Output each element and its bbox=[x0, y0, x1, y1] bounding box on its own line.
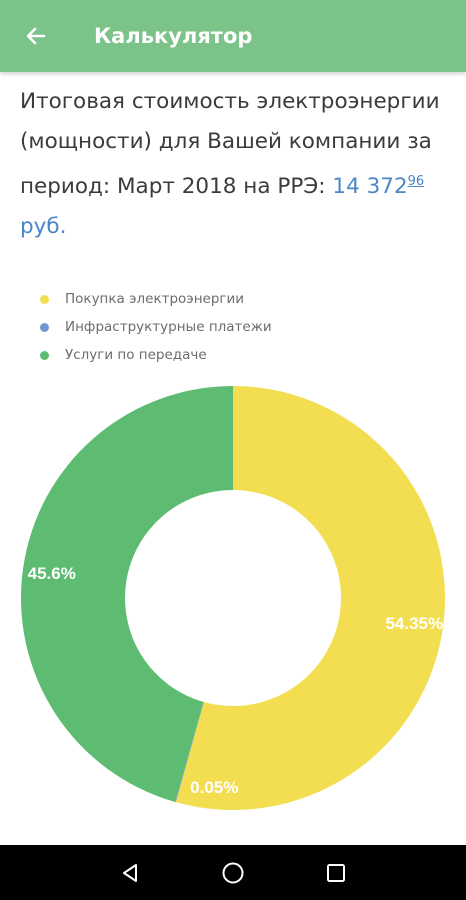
legend-label-infrastructure: Инфраструктурные платежи bbox=[65, 319, 272, 335]
legend-item-purchase: Покупка электроэнергии bbox=[40, 285, 272, 313]
total-price: 14 37296 руб. bbox=[20, 174, 424, 239]
donut-slice-2[interactable] bbox=[21, 386, 233, 802]
arrow-left-icon bbox=[26, 27, 46, 45]
legend-label-purchase: Покупка электроэнергии bbox=[65, 291, 245, 307]
triangle-back-icon bbox=[123, 864, 137, 882]
legend-label-transmission: Услуги по передаче bbox=[65, 347, 207, 363]
donut-chart: 54.35% 0.05% 45.6% bbox=[21, 386, 445, 810]
circle-home-icon bbox=[222, 862, 244, 884]
donut-label-1: 0.05% bbox=[190, 778, 238, 797]
nav-home-button[interactable] bbox=[215, 855, 251, 891]
price-cents: 96 bbox=[407, 174, 425, 189]
legend-item-infrastructure: Инфраструктурные платежи bbox=[40, 313, 272, 341]
total-cost-summary: Итоговая стоимость электроэнергии (мощно… bbox=[20, 82, 450, 247]
app-bar-title: Калькулятор bbox=[94, 24, 253, 48]
donut-slice-0[interactable] bbox=[175, 386, 445, 810]
nav-back-button[interactable] bbox=[112, 855, 148, 891]
back-button[interactable] bbox=[14, 14, 58, 58]
donut-slice-1[interactable] bbox=[175, 701, 204, 803]
legend-dot-purchase bbox=[40, 294, 49, 304]
chart-legend: Покупка электроэнергии Инфраструктурные … bbox=[40, 285, 272, 369]
app-bar: Калькулятор bbox=[0, 0, 466, 72]
nav-recents-button[interactable] bbox=[318, 855, 354, 891]
summary-text: Итоговая стоимость электроэнергии (мощно… bbox=[20, 89, 440, 199]
legend-item-transmission: Услуги по передаче bbox=[40, 341, 272, 369]
donut-label-2: 45.6% bbox=[28, 564, 76, 583]
price-currency: руб. bbox=[20, 214, 67, 239]
legend-dot-transmission bbox=[40, 350, 49, 360]
price-main: 14 372 bbox=[332, 174, 408, 199]
donut-label-0: 54.35% bbox=[385, 614, 443, 633]
system-nav-bar bbox=[0, 845, 466, 900]
square-recents-icon bbox=[327, 864, 345, 882]
legend-dot-infrastructure bbox=[40, 322, 49, 332]
